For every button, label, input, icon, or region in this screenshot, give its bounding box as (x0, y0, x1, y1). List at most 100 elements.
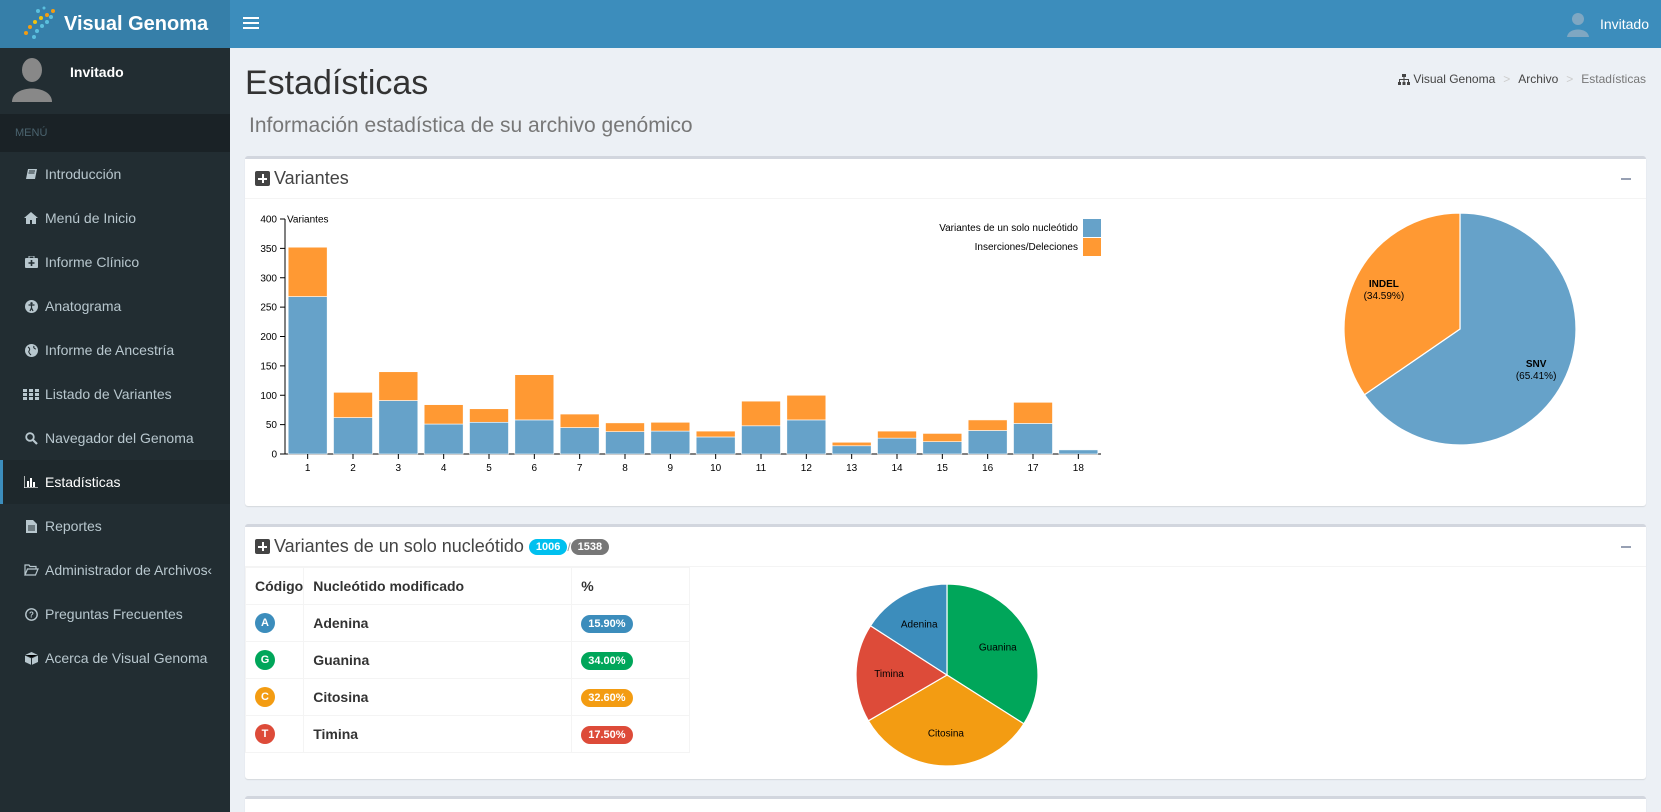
bar-snv (967, 430, 1008, 455)
bar-indel (514, 374, 555, 421)
breadcrumb-separator: > (1566, 72, 1574, 86)
x-tick-label: 4 (441, 463, 447, 474)
percent-badge: 15.90% (581, 614, 633, 633)
table-header-row: Código Nucleótido modificado % (244, 567, 690, 605)
bar-snv (514, 419, 555, 455)
bar-indel (469, 408, 509, 423)
sidebar-item-label: Preguntas Frecuentes (45, 606, 183, 622)
sidebar-item-introduccion[interactable]: Introducción (0, 152, 230, 196)
user-avatar-icon (1566, 13, 1589, 37)
sidebar-item-label: Introducción (45, 166, 122, 182)
pie-percent-label: (65.41%) (1516, 371, 1557, 382)
sidebar-item-label: Anatograma (45, 298, 122, 314)
sidebar-item-menu-inicio[interactable]: Menú de Inicio (0, 196, 230, 240)
snv-box: Variantes de un solo nucleótido 1006/153… (244, 524, 1646, 779)
breadcrumb-archivo-link[interactable]: Archivo (1518, 72, 1559, 86)
nucleotide-name: Adenina (303, 604, 573, 642)
sidebar-item-preguntas-frecuentes[interactable]: ? Preguntas Frecuentes (0, 592, 230, 636)
user-menu[interactable]: Invitado (1566, 0, 1649, 48)
logo[interactable]: Visual Genoma (0, 0, 230, 48)
y-tick-label: 350 (260, 244, 277, 255)
bar-indel (605, 422, 645, 432)
total-count-badge: 1538 (570, 538, 610, 555)
bar-indel (922, 433, 963, 442)
collapse-icon[interactable] (1621, 178, 1631, 180)
legend-swatch (1083, 238, 1101, 256)
table-row: C Citosina 32.60% (244, 678, 690, 716)
sidebar-toggle-icon[interactable] (243, 14, 259, 34)
x-tick-label: 9 (668, 463, 674, 474)
bar-snv (831, 445, 872, 455)
nucleotide-pie-chart: Guanina Citosina Timina Adenina (855, 583, 1039, 767)
snv-box-title: Variantes de un solo nucleótido (274, 536, 524, 556)
bar-indel (1013, 402, 1053, 424)
x-tick-label: 18 (1073, 463, 1085, 474)
sidebar-item-anatograma[interactable]: Anatograma (0, 284, 230, 328)
legend-label: Inserciones/Deleciones (975, 242, 1078, 253)
bar-snv (333, 417, 373, 455)
bar-indel (831, 441, 872, 447)
next-box (245, 796, 1646, 812)
percent-badge: 17.50% (581, 725, 633, 744)
cube-icon (23, 651, 39, 665)
bar-snv (287, 296, 328, 455)
bar-indel (559, 413, 600, 428)
file-icon (23, 519, 39, 533)
bar-snv (378, 400, 419, 455)
avatar (12, 58, 52, 102)
user-name: Invitado (1599, 16, 1649, 32)
bar-indel (423, 404, 464, 425)
pie-slice (869, 583, 948, 677)
x-tick-label: 10 (710, 463, 722, 474)
nucleotide-table: Código Nucleótido modificado % A Adenina… (244, 567, 690, 753)
table-row: G Guanina 34.00% (244, 641, 690, 679)
y-tick-label: 250 (260, 303, 277, 314)
search-icon (23, 431, 39, 445)
sidebar-item-reportes[interactable]: Reportes (0, 504, 230, 548)
variants-box: Variantes 0 50 100 150 200 250 300 350 400 Varian… (245, 156, 1646, 506)
bar-chart-icon (23, 475, 39, 489)
sidebar-item-acerca[interactable]: Acerca de Visual Genoma (0, 636, 230, 680)
sidebar-item-estadisticas[interactable]: Estadísticas (0, 460, 230, 504)
medkit-icon (23, 255, 39, 269)
pie-percent-label: (34.59%) (1364, 291, 1405, 302)
chevron-left-icon[interactable]: ‹ (207, 562, 212, 578)
bar-snv (559, 427, 600, 455)
x-tick-label: 3 (396, 463, 402, 474)
nucleotide-name: Timina (303, 715, 573, 753)
bar-indel (333, 392, 373, 418)
pie-slice (867, 674, 1025, 767)
variants-pie-chart: SNV(65.41%) INDEL(34.59%) (1343, 212, 1577, 446)
breadcrumb-home-link[interactable]: Visual Genoma (1413, 72, 1496, 86)
sidebar-item-label: Estadísticas (45, 474, 121, 490)
sidebar-item-informe-clinico[interactable]: Informe Clínico (0, 240, 230, 284)
legend-label: Variantes de un solo nucleótido (939, 223, 1078, 234)
bar-snv (1013, 423, 1053, 455)
sidebar-item-ancestria[interactable]: Informe de Ancestría (0, 328, 230, 372)
bar-snv (922, 441, 963, 455)
pie-slice (1343, 212, 1461, 396)
sidebar-item-listado-variantes[interactable]: Listado de Variantes (0, 372, 230, 416)
x-tick-label: 7 (577, 463, 583, 474)
nucleotide-code-circle: C (255, 687, 275, 707)
variants-box-title: Variantes (274, 168, 349, 188)
bar-indel (741, 400, 781, 427)
breadcrumb: Visual Genoma > Archivo > Estadísticas (1398, 72, 1646, 86)
y-tick-label: 400 (260, 215, 277, 226)
sidebar-item-label: Acerca de Visual Genoma (45, 650, 208, 666)
column-header: Nucleótido modificado (303, 567, 573, 605)
pie-label: Adenina (901, 620, 938, 631)
sidebar-item-navegador-genoma[interactable]: Navegador del Genoma (0, 416, 230, 460)
breadcrumb-current: Estadísticas (1581, 72, 1646, 86)
sidebar-item-administrador-archivos[interactable]: Administrador de Archivos ‹ (0, 548, 230, 592)
pie-label: Citosina (928, 728, 965, 739)
dna-logo-icon (24, 6, 55, 39)
x-tick-label: 14 (891, 463, 903, 474)
snv-count-badge: 1006 (528, 538, 568, 555)
list-icon (23, 387, 39, 401)
sidebar-item-label: Informe Clínico (45, 254, 140, 270)
sidebar-item-label: Informe de Ancestría (45, 342, 175, 358)
x-tick-label: 5 (486, 463, 492, 474)
collapse-icon[interactable] (1621, 546, 1631, 548)
